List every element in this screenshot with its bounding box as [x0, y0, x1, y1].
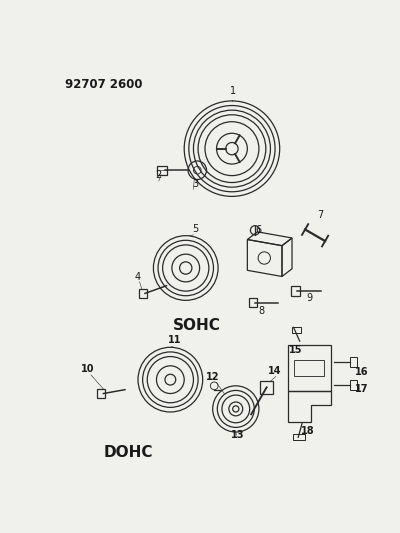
Text: 92707 2600: 92707 2600 — [65, 78, 142, 91]
Text: 6: 6 — [256, 225, 262, 236]
Text: 1: 1 — [230, 86, 236, 96]
Text: 12: 12 — [206, 372, 220, 382]
Text: 7: 7 — [317, 210, 324, 220]
Text: SOHC: SOHC — [173, 318, 221, 333]
Text: 2: 2 — [156, 170, 162, 180]
Text: 3: 3 — [193, 179, 199, 189]
Text: 16: 16 — [354, 367, 368, 377]
Text: 5: 5 — [192, 224, 198, 234]
Text: 9: 9 — [306, 293, 312, 303]
Text: 15: 15 — [289, 345, 303, 354]
Text: 18: 18 — [301, 425, 315, 435]
Text: 4: 4 — [134, 271, 140, 281]
Text: 14: 14 — [268, 366, 281, 376]
Text: DOHC: DOHC — [103, 445, 153, 459]
Text: 17: 17 — [354, 384, 368, 394]
Text: 8: 8 — [258, 306, 264, 316]
Text: 13: 13 — [230, 430, 244, 440]
Text: 11: 11 — [168, 335, 181, 345]
Text: 10: 10 — [81, 364, 95, 374]
